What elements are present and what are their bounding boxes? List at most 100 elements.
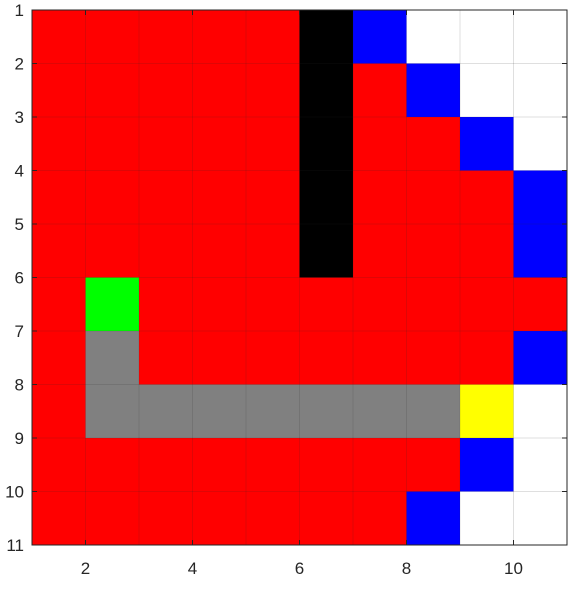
heatmap-cell: [246, 331, 300, 385]
heatmap-cell: [460, 384, 514, 439]
heatmap-cell: [299, 331, 354, 385]
x-tick-label: 6: [295, 559, 304, 578]
heatmap-cell: [460, 63, 514, 118]
heatmap-cell: [299, 277, 354, 332]
heatmap-cell: [139, 10, 193, 64]
heatmap-cell: [85, 491, 140, 546]
y-tick-label: 6: [15, 269, 24, 288]
heatmap-cell: [246, 384, 300, 439]
heatmap-cell: [406, 438, 461, 492]
heatmap-cell: [246, 491, 300, 546]
heatmap-cell: [139, 117, 193, 171]
heatmap-cells: [32, 10, 568, 546]
heatmap-cell: [406, 10, 461, 64]
heatmap-cell: [32, 63, 86, 118]
heatmap-cell: [192, 10, 247, 64]
heatmap-cell: [246, 277, 300, 332]
heatmap-cell: [85, 331, 140, 385]
heatmap-cell: [299, 10, 354, 64]
heatmap-cell: [406, 170, 461, 225]
heatmap-cell: [192, 384, 247, 439]
heatmap-cell: [513, 277, 568, 332]
heatmap-cell: [513, 63, 568, 118]
heatmap-cell: [353, 331, 407, 385]
heatmap-cell: [192, 438, 247, 492]
heatmap-cell: [406, 63, 461, 118]
heatmap-cell: [299, 438, 354, 492]
heatmap-cell: [299, 491, 354, 546]
heatmap-cell: [246, 10, 300, 64]
y-tick-label: 5: [15, 215, 24, 234]
heatmap-cell: [353, 491, 407, 546]
heatmap-cell: [299, 170, 354, 225]
heatmap-cell: [85, 10, 140, 64]
y-tick-label: 7: [15, 322, 24, 341]
heatmap-cell: [32, 491, 86, 546]
y-tick-labels: 1 2 3 4 5 6 7 8 9 10 11: [5, 1, 24, 555]
heatmap-cell: [246, 63, 300, 118]
heatmap-cell: [406, 117, 461, 171]
heatmap-cell: [32, 331, 86, 385]
heatmap-cell: [513, 117, 568, 171]
heatmap-cell: [139, 491, 193, 546]
heatmap-cell: [192, 170, 247, 225]
heatmap-cell: [139, 331, 193, 385]
heatmap-cell: [85, 384, 140, 439]
y-tick-label: 3: [15, 108, 24, 127]
heatmap-cell: [246, 170, 300, 225]
heatmap-cell: [32, 224, 86, 278]
heatmap-cell: [406, 384, 461, 439]
heatmap-cell: [513, 170, 568, 225]
heatmap-cell: [353, 384, 407, 439]
heatmap-cell: [192, 331, 247, 385]
heatmap-cell: [85, 438, 140, 492]
heatmap-cell: [299, 63, 354, 118]
heatmap-cell: [139, 384, 193, 439]
x-tick-label: 2: [81, 559, 90, 578]
y-tick-label: 1: [15, 1, 24, 20]
heatmap-cell: [32, 10, 86, 64]
y-tick-label: 2: [15, 55, 24, 74]
heatmap-cell: [513, 331, 568, 385]
heatmap-cell: [192, 277, 247, 332]
heatmap-cell: [192, 491, 247, 546]
y-tick-label: 9: [15, 429, 24, 448]
heatmap-cell: [460, 438, 514, 492]
heatmap-cell: [353, 438, 407, 492]
heatmap-cell: [460, 117, 514, 171]
heatmap-cell: [460, 170, 514, 225]
heatmap-cell: [32, 170, 86, 225]
heatmap-cell: [406, 224, 461, 278]
heatmap-cell: [460, 10, 514, 64]
heatmap-cell: [460, 224, 514, 278]
heatmap-cell: [460, 491, 514, 546]
axis-ticks: [32, 9, 567, 546]
heatmap-cell: [192, 117, 247, 171]
heatmap-cell: [513, 438, 568, 492]
heatmap-cell: [85, 63, 140, 118]
heatmap-cell: [32, 277, 86, 332]
x-tick-label: 10: [504, 559, 523, 578]
x-tick-label: 4: [188, 559, 197, 578]
heatmap-cell: [406, 491, 461, 546]
heatmap-cell: [32, 384, 86, 439]
y-tick-label: 10: [5, 483, 24, 502]
heatmap-cell: [139, 63, 193, 118]
heatmap-cell: [513, 384, 568, 439]
heatmap-cell: [299, 224, 354, 278]
heatmap-cell: [299, 117, 354, 171]
heatmap-cell: [139, 224, 193, 278]
heatmap-cell: [246, 117, 300, 171]
heatmap-cell: [32, 438, 86, 492]
heatmap-cell: [139, 438, 193, 492]
heatmap-cell: [353, 170, 407, 225]
heatmap-cell: [406, 331, 461, 385]
heatmap-cell: [246, 438, 300, 492]
heatmap-cell: [85, 170, 140, 225]
heatmap-cell: [192, 224, 247, 278]
heatmap-cell: [299, 384, 354, 439]
heatmap-cell: [353, 63, 407, 118]
heatmap-cell: [353, 117, 407, 171]
heatmap-cell: [513, 224, 568, 278]
